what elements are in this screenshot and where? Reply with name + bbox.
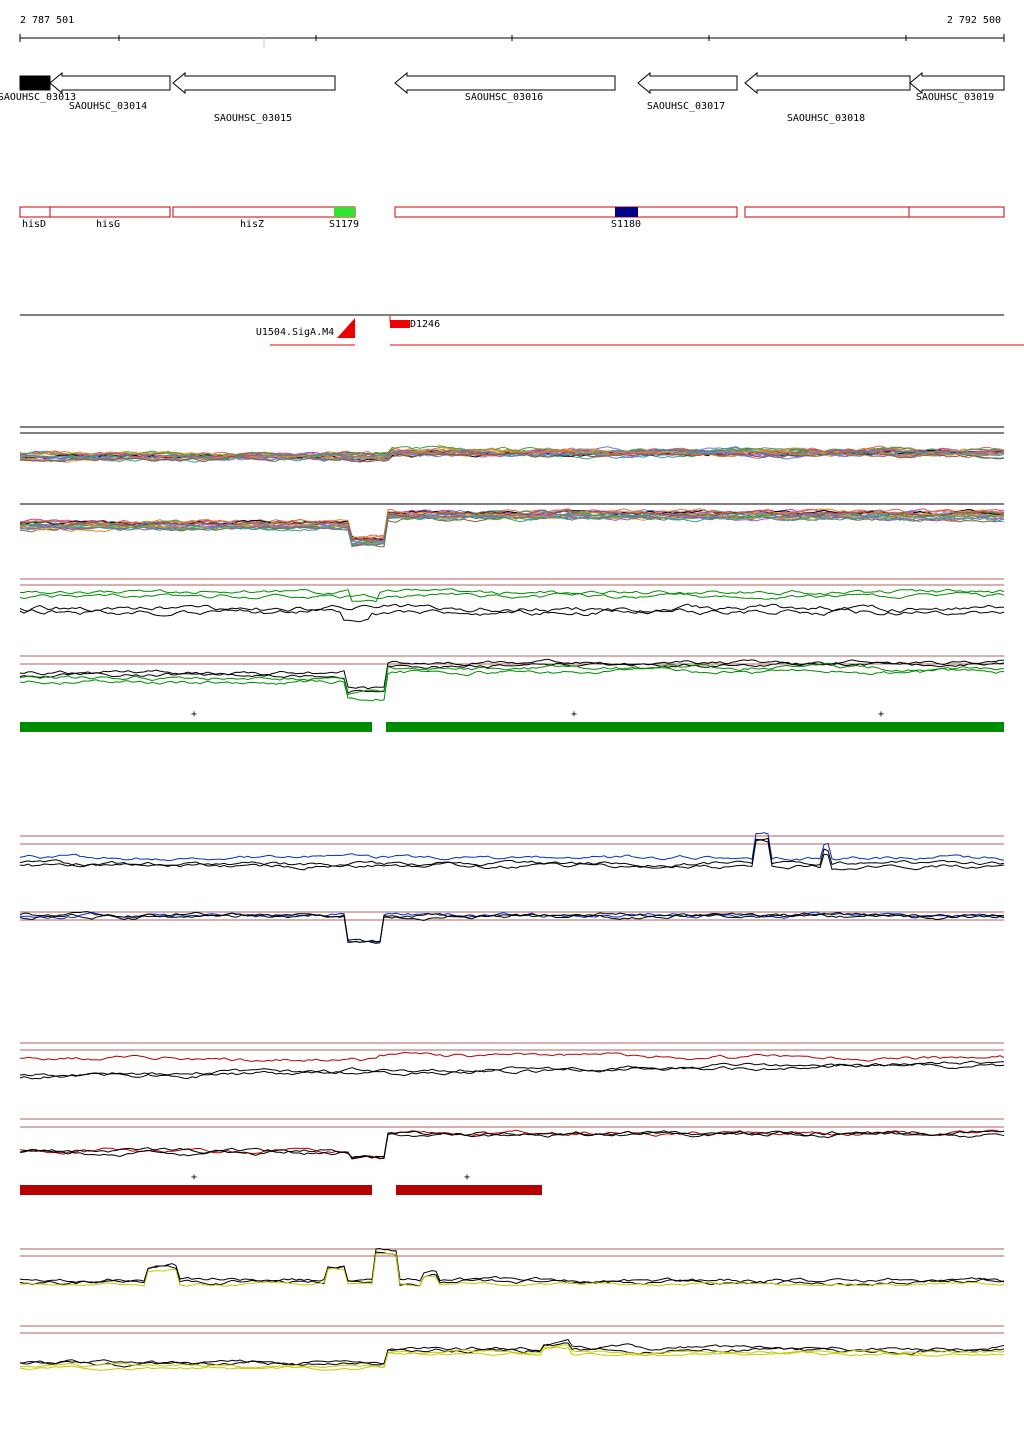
expression-tracks xyxy=(19,426,1005,1371)
signal-line xyxy=(19,912,1005,943)
signal-line xyxy=(19,509,1005,542)
signal-line xyxy=(19,508,1005,539)
feature-label: hisD xyxy=(22,219,46,230)
promoter-track xyxy=(20,314,1024,346)
promoter-label: U1504.SigA.M4 xyxy=(256,327,334,338)
signal-line xyxy=(19,1251,1005,1287)
signal-line xyxy=(19,1346,1005,1371)
gene-label: SAOUHSC_03018 xyxy=(787,113,865,124)
signal-line xyxy=(19,911,1005,943)
strand-bars xyxy=(20,722,1004,1195)
signal-line xyxy=(19,662,1004,696)
signal-line xyxy=(19,661,1005,694)
signal-line xyxy=(19,1051,1005,1063)
signal-line xyxy=(19,837,1005,869)
strand-mark: + xyxy=(878,709,884,720)
signal-line xyxy=(19,1344,1005,1369)
feature-label: S1179 xyxy=(329,219,359,230)
signal-line xyxy=(19,445,1005,458)
strand-mark: + xyxy=(464,1172,470,1183)
feature-label: S1180 xyxy=(611,219,641,230)
signal-line xyxy=(19,1062,1005,1080)
signal-line xyxy=(19,832,1005,862)
signal-line xyxy=(19,591,1005,600)
signal-line xyxy=(19,1247,1005,1284)
strand-mark: + xyxy=(191,709,197,720)
promoter-label: D1246 xyxy=(410,319,440,330)
signal-line xyxy=(19,513,1005,546)
gene-arrows xyxy=(19,71,1005,95)
ruler-start: 2 787 501 xyxy=(20,15,74,26)
signal-line xyxy=(19,514,1005,546)
signal-line xyxy=(19,603,1005,614)
feature-label: hisG xyxy=(96,219,120,230)
gene-label: SAOUHSC_03013 xyxy=(0,92,76,103)
signal-line xyxy=(19,1252,1005,1287)
signal-line xyxy=(19,512,1005,547)
gene-label: SAOUHSC_03016 xyxy=(465,92,543,103)
gene-label: SAOUHSC_03017 xyxy=(647,101,725,112)
signal-line xyxy=(19,607,1005,623)
ruler xyxy=(19,34,1005,48)
gene-label: SAOUHSC_03015 xyxy=(214,113,292,124)
signal-line xyxy=(19,666,1005,702)
feature-boxes xyxy=(19,206,1005,218)
signal-line xyxy=(20,588,1005,603)
strand-mark: + xyxy=(191,1172,197,1183)
signal-line xyxy=(19,1060,1005,1077)
gene-label: SAOUHSC_03019 xyxy=(916,92,994,103)
feature-label: hisZ xyxy=(240,219,264,230)
ruler-end: 2 792 500 xyxy=(947,15,1001,26)
signal-line xyxy=(19,1130,1005,1160)
strand-mark: + xyxy=(571,709,577,720)
gene-label: SAOUHSC_03014 xyxy=(69,101,147,112)
signal-line xyxy=(20,451,1005,463)
signal-line xyxy=(19,839,1005,871)
